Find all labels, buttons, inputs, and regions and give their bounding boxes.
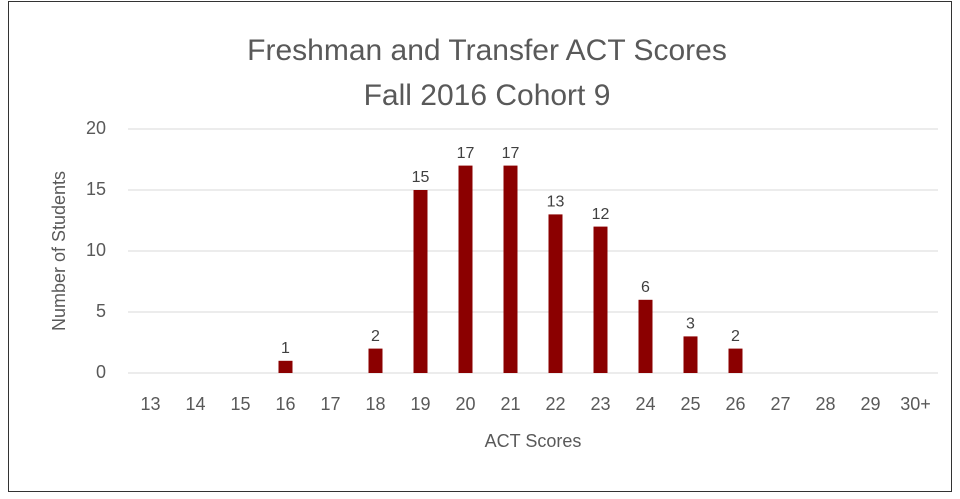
data-label: 2 [731, 328, 740, 345]
x-tick-label: 28 [815, 394, 835, 414]
chart-subtitle: Fall 2016 Cohort 9 [364, 79, 611, 112]
data-label: 17 [457, 145, 475, 162]
data-label: 13 [547, 194, 565, 211]
bar [503, 165, 518, 373]
x-tick-label: 30+ [900, 394, 931, 414]
data-label: 6 [641, 279, 650, 296]
x-tick-label: 15 [230, 394, 250, 414]
bar [728, 348, 743, 373]
y-tick-label: 0 [96, 362, 106, 382]
data-label: 12 [592, 206, 610, 223]
bar [638, 299, 653, 373]
bar [683, 336, 698, 373]
chart-frame [8, 1, 952, 492]
bar [368, 348, 383, 373]
x-tick-label: 22 [545, 394, 565, 414]
bar [593, 226, 608, 373]
y-tick-label: 10 [86, 240, 106, 260]
x-tick-label: 25 [680, 394, 700, 414]
x-tick-label: 14 [185, 394, 205, 414]
x-tick-label: 26 [725, 394, 745, 414]
data-label: 1 [281, 340, 290, 357]
y-tick-label: 20 [86, 118, 106, 138]
y-tick-label: 15 [86, 179, 106, 199]
data-label: 2 [371, 328, 380, 345]
x-tick-label: 18 [365, 394, 385, 414]
data-label: 15 [412, 169, 430, 186]
bar [278, 360, 293, 373]
x-tick-label: 24 [635, 394, 655, 414]
bar [413, 190, 428, 373]
y-axis-label: Number of Students [49, 171, 69, 331]
data-label: 17 [502, 145, 520, 162]
x-tick-label: 20 [455, 394, 475, 414]
x-axis-label: ACT Scores [485, 431, 582, 451]
x-tick-label: 21 [500, 394, 520, 414]
y-tick-label: 5 [96, 301, 106, 321]
x-tick-label: 23 [590, 394, 610, 414]
x-tick-label: 16 [275, 394, 295, 414]
x-tick-label: 17 [320, 394, 340, 414]
x-tick-label: 29 [860, 394, 880, 414]
x-tick-label: 19 [410, 394, 430, 414]
x-tick-label: 27 [770, 394, 790, 414]
bar [458, 165, 473, 373]
chart-title: Freshman and Transfer ACT Scores [247, 34, 727, 67]
data-label: 3 [686, 316, 695, 333]
bar [548, 214, 563, 373]
x-tick-label: 13 [140, 394, 160, 414]
